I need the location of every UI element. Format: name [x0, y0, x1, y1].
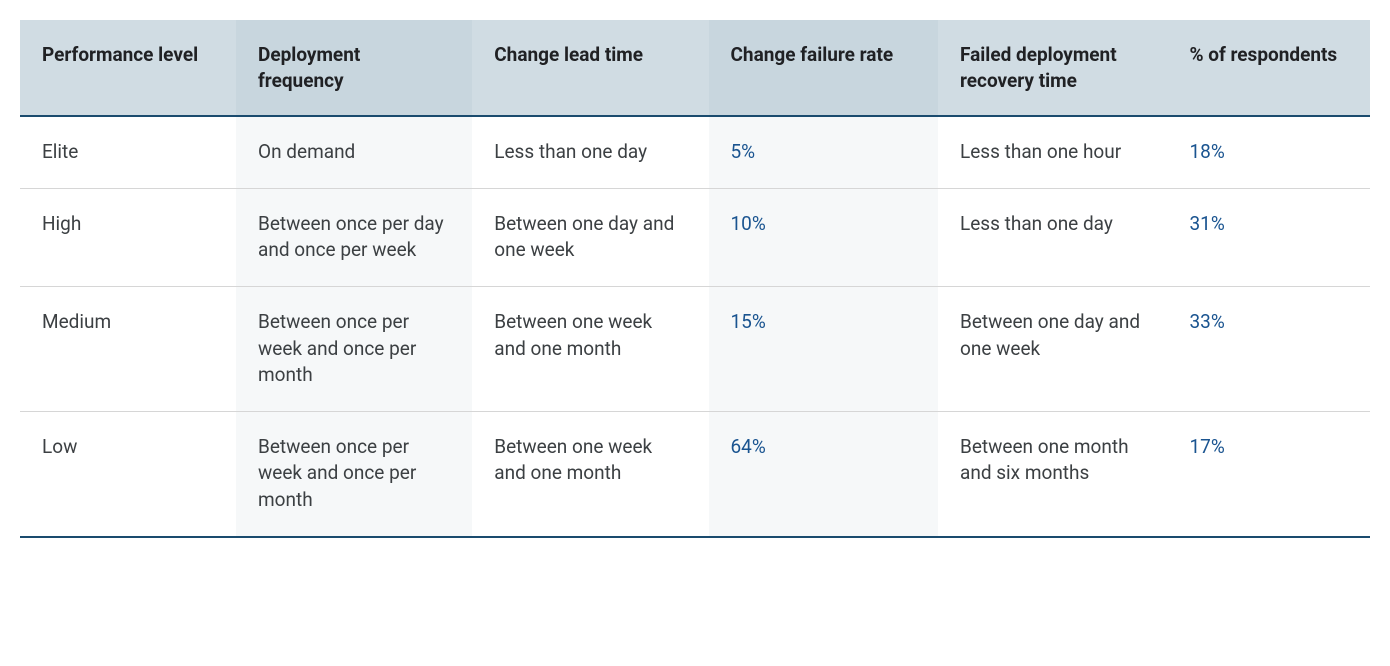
performance-table-wrapper: Performance level Deployment frequency C…: [20, 20, 1370, 538]
cell-pct-respondents: 31%: [1168, 188, 1371, 286]
cell-change-failure-rate: 5%: [709, 116, 939, 188]
header-recovery-time: Failed deployment recovery time: [938, 20, 1168, 116]
table-row: Low Between once per week and once per m…: [20, 411, 1370, 536]
cell-level: Low: [20, 411, 236, 536]
cell-deployment-frequency: Between once per week and once per month: [236, 287, 472, 412]
header-pct-respondents: % of respondents: [1168, 20, 1371, 116]
table-row: Medium Between once per week and once pe…: [20, 287, 1370, 412]
cell-recovery-time: Less than one day: [938, 188, 1168, 286]
cell-pct-respondents: 18%: [1168, 116, 1371, 188]
performance-table: Performance level Deployment frequency C…: [20, 20, 1370, 538]
cell-deployment-frequency: Between once per day and once per week: [236, 188, 472, 286]
cell-change-lead-time: Between one day and one week: [472, 188, 708, 286]
table-row: High Between once per day and once per w…: [20, 188, 1370, 286]
cell-change-failure-rate: 64%: [709, 411, 939, 536]
cell-level: High: [20, 188, 236, 286]
header-change-lead-time: Change lead time: [472, 20, 708, 116]
table-header-row: Performance level Deployment frequency C…: [20, 20, 1370, 116]
cell-recovery-time: Between one month and six months: [938, 411, 1168, 536]
table-row: Elite On demand Less than one day 5% Les…: [20, 116, 1370, 188]
cell-change-lead-time: Between one week and one month: [472, 287, 708, 412]
header-performance-level: Performance level: [20, 20, 236, 116]
cell-level: Elite: [20, 116, 236, 188]
cell-pct-respondents: 33%: [1168, 287, 1371, 412]
cell-deployment-frequency: Between once per week and once per month: [236, 411, 472, 536]
cell-recovery-time: Less than one hour: [938, 116, 1168, 188]
header-deployment-frequency: Deployment frequency: [236, 20, 472, 116]
header-change-failure-rate: Change failure rate: [709, 20, 939, 116]
cell-recovery-time: Between one day and one week: [938, 287, 1168, 412]
cell-level: Medium: [20, 287, 236, 412]
cell-change-failure-rate: 10%: [709, 188, 939, 286]
cell-deployment-frequency: On demand: [236, 116, 472, 188]
cell-change-lead-time: Between one week and one month: [472, 411, 708, 536]
cell-pct-respondents: 17%: [1168, 411, 1371, 536]
cell-change-lead-time: Less than one day: [472, 116, 708, 188]
cell-change-failure-rate: 15%: [709, 287, 939, 412]
